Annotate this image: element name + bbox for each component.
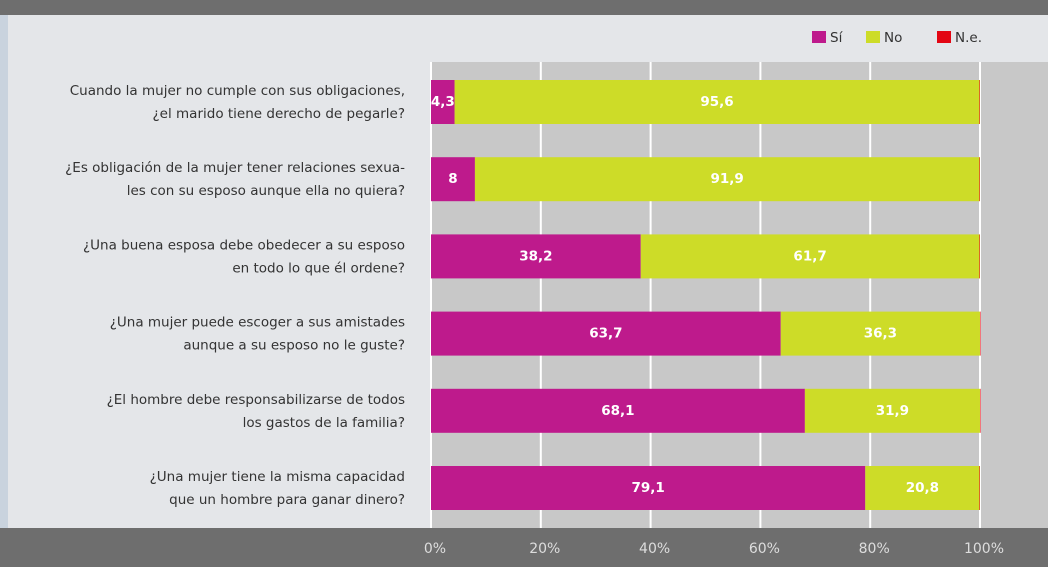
bar-segment [980, 388, 981, 433]
axis-band [0, 528, 1048, 567]
legend-label: N.e. [955, 30, 982, 46]
data-label: 63,7 [589, 326, 622, 342]
category-label: aunque a su esposo no le guste? [183, 338, 405, 354]
category-label: les con su esposo aunque ella no quiera? [127, 183, 405, 199]
bar-segment [979, 234, 980, 279]
bar-segment [780, 311, 980, 356]
data-label: 8 [448, 171, 457, 187]
bar-segment [804, 388, 980, 433]
bar-segment [979, 466, 980, 510]
bar-segment [431, 466, 866, 510]
legend-swatch [866, 31, 880, 43]
x-tick-label: 100% [964, 541, 1004, 557]
legend-label: Sí [830, 30, 844, 46]
bar-segment [474, 157, 980, 202]
bar-segment [431, 80, 455, 124]
bar-segment [431, 157, 475, 202]
category-label: ¿Una buena esposa debe obedecer a su esp… [83, 237, 405, 253]
x-tick-label: 40% [639, 541, 670, 557]
category-label: Cuando la mujer no cumple con sus obliga… [70, 83, 405, 99]
data-label: 95,6 [700, 94, 733, 110]
legend-swatch [812, 31, 826, 43]
marks: 0% 20% 40% 60% 80% 100% Cuando la mujer no cum… [65, 30, 1004, 557]
legend-swatch [937, 31, 951, 43]
category-label: ¿El hombre debe responsabilizarse de tod… [107, 392, 405, 408]
x-tick-label: 80% [859, 541, 890, 557]
data-label: 38,2 [519, 248, 552, 264]
bar-segment [640, 234, 980, 279]
x-tick-label: 60% [749, 541, 780, 557]
data-label: 61,7 [793, 248, 826, 264]
data-label: 68,1 [601, 403, 634, 419]
category-label: que un hombre para ganar dinero? [169, 492, 405, 508]
bar-segment [454, 80, 980, 124]
bar-segment [979, 80, 980, 124]
legend-label: No [884, 30, 902, 46]
data-label: 91,9 [711, 171, 744, 187]
bar-segment [431, 311, 781, 356]
bar-segment [431, 388, 805, 433]
category-label: ¿Una mujer tiene la misma capacidad [150, 469, 405, 485]
category-label: ¿el marido tiene derecho de pegarle? [153, 106, 405, 122]
category-label: los gastos de la familia? [243, 415, 405, 431]
bar-segment [431, 234, 641, 279]
category-label: ¿Es obligación de la mujer tener relacio… [65, 160, 405, 176]
data-label: 79,1 [631, 480, 664, 496]
left-strip [0, 0, 8, 567]
bar-segment [979, 157, 980, 202]
plot-area [430, 62, 1048, 528]
x-tick-label: 0% [424, 541, 446, 557]
category-label: ¿Una mujer puede escoger a sus amistades [110, 315, 405, 331]
category-label: en todo lo que él ordene? [232, 260, 405, 276]
bar-segment [865, 466, 980, 510]
x-tick-label: 20% [529, 541, 560, 557]
data-label: 20,8 [906, 480, 939, 496]
data-label: 31,9 [876, 403, 909, 419]
bar-segment [980, 311, 981, 356]
data-label: 4,3 [431, 94, 455, 110]
data-label: 36,3 [864, 326, 897, 342]
top-band [0, 0, 1048, 15]
